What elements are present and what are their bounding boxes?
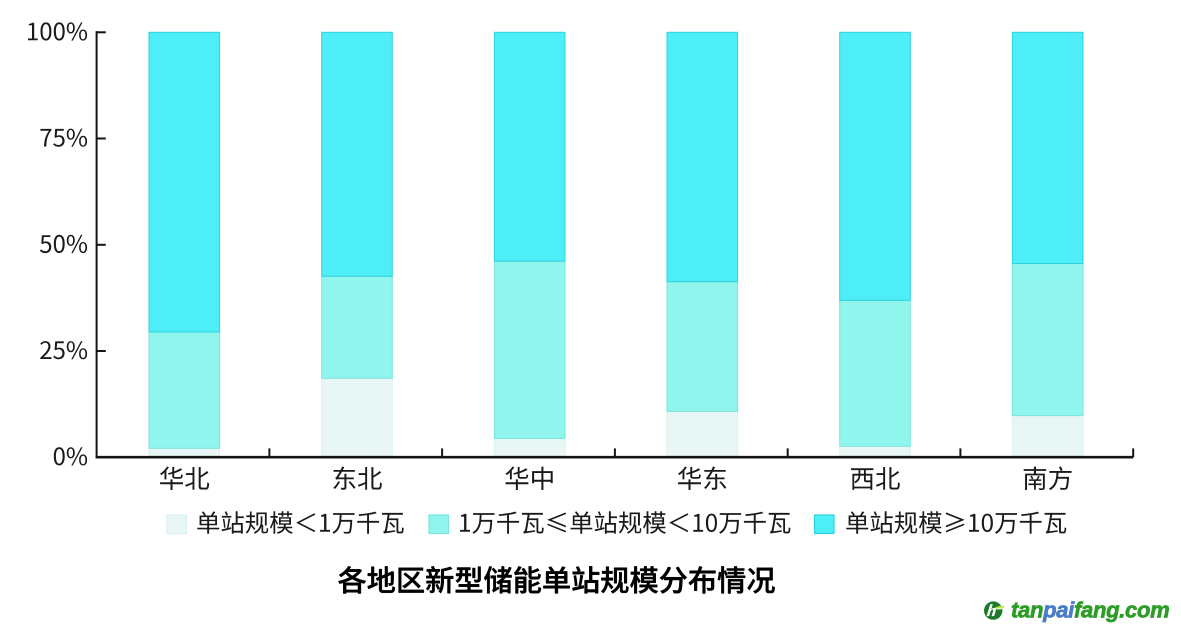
svg-text:tanpaifang.com: tanpaifang.com xyxy=(1011,598,1169,623)
